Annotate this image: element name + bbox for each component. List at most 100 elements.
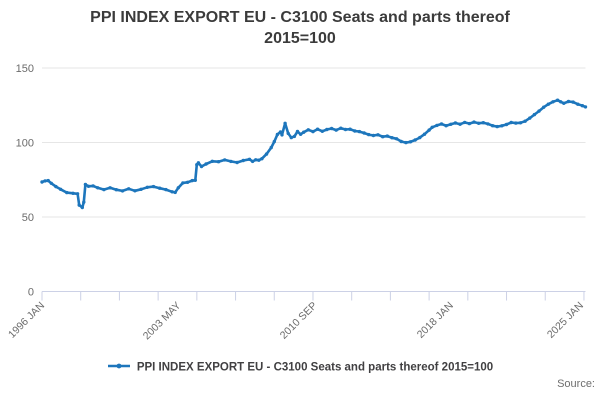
series-point-marker (583, 105, 588, 109)
series-point-marker (254, 158, 258, 162)
chart-title: PPI INDEX EXPORT EU - C3100 Seats and pa… (0, 7, 600, 49)
line-chart: 0 50 100 150 1996 JAN 2003 MAY 2010 SEP 2018 JA… (6, 63, 588, 343)
series-point-marker (509, 120, 513, 125)
y-axis-label: 50 (22, 212, 34, 224)
series-point-marker (329, 126, 334, 131)
series-point-marker (83, 182, 88, 187)
series-point-marker (514, 121, 518, 125)
series-point-marker (542, 105, 546, 109)
x-axis-label: 1996 JAN (6, 300, 47, 341)
series-point-marker (114, 188, 119, 192)
series-point-marker (216, 160, 221, 164)
series-point-marker (102, 187, 106, 192)
series-point-marker (472, 120, 476, 124)
series-point-marker (439, 122, 444, 126)
series-point-marker (528, 116, 532, 120)
series-point-marker (422, 132, 427, 136)
series-point-marker (576, 102, 580, 106)
series-point-marker (86, 184, 91, 188)
series-point-marker (399, 139, 403, 144)
series-point-marker (158, 186, 162, 190)
series-point-marker (199, 164, 204, 169)
series-point-marker (223, 158, 227, 162)
y-axis-label: 100 (16, 138, 34, 150)
series-point-marker (151, 184, 156, 189)
legend-series-marker (107, 361, 131, 374)
series-point-marker (551, 100, 555, 104)
series-point-marker (381, 135, 385, 139)
series-point-marker (82, 200, 86, 204)
series-point-marker (453, 121, 458, 125)
series-point-marker (247, 157, 252, 161)
series-point-marker (566, 99, 571, 104)
series-point-marker (204, 162, 208, 166)
series-point-marker (190, 178, 194, 183)
series-point-marker (264, 152, 269, 156)
x-axis-label: 2003 MAY (141, 300, 184, 343)
series-point-marker (477, 121, 481, 126)
series-point-marker (145, 185, 149, 189)
series-point-marker (427, 128, 431, 132)
x-axis-label: 2010 SEP (278, 300, 320, 342)
series-point-marker (311, 129, 315, 134)
series-point-marker (532, 112, 537, 117)
series-point-marker (394, 137, 399, 141)
series-point-marker (404, 140, 408, 145)
series-point-marker (353, 129, 357, 133)
x-axis-label: 2018 JAN (415, 300, 456, 341)
series-point-marker (306, 128, 310, 132)
series-point-marker (120, 189, 125, 193)
series-point-marker (292, 134, 297, 139)
series-point-marker (46, 178, 50, 183)
chart-legend[interactable]: PPI INDEX EXPORT EU - C3100 Seats and pa… (0, 361, 600, 374)
series-point-marker (463, 120, 467, 125)
series-point-marker (272, 139, 276, 144)
series-point-marker (458, 122, 462, 126)
series-point-marker (269, 145, 273, 150)
series-point-marker (133, 189, 137, 193)
series-point-marker (91, 184, 95, 188)
series-point-marker (77, 203, 81, 207)
series-point-marker (504, 122, 509, 127)
series-point-marker (278, 130, 283, 134)
series-point-marker (376, 133, 380, 137)
series-point-marker (418, 135, 422, 140)
series-point-marker (571, 100, 575, 104)
series-point-marker (481, 121, 485, 125)
series-point-marker (170, 190, 174, 194)
series-point-marker (75, 192, 80, 196)
series-point-marker (40, 180, 44, 184)
legend-series-label: PPI INDEX EXPORT EU - C3100 Seats and pa… (136, 361, 494, 374)
series-point-marker (467, 121, 472, 126)
series-point-marker (139, 187, 143, 191)
series-point-marker (390, 136, 394, 140)
series-point-marker (58, 187, 63, 191)
series-point-marker (343, 127, 348, 132)
series-point-marker (348, 127, 352, 131)
series-point-marker (302, 130, 306, 134)
series-point-marker (371, 133, 376, 138)
series-point-marker (96, 186, 100, 190)
series-point-marker (241, 158, 245, 163)
series-point-marker (298, 132, 303, 136)
series-point-marker (71, 191, 75, 195)
series-point-marker (334, 128, 338, 132)
series-line[interactable] (40, 98, 587, 209)
series-point-marker (413, 138, 417, 142)
series-point-marker (289, 135, 293, 140)
series-point-marker (444, 124, 448, 128)
series-point-marker (339, 126, 343, 130)
series-point-marker (185, 180, 190, 184)
series-point-marker (367, 132, 371, 137)
series-point-marker (49, 181, 53, 185)
series-point-marker (176, 186, 180, 190)
series-point-marker (435, 123, 439, 128)
series-point-marker (65, 190, 69, 195)
series-point-marker (559, 100, 563, 104)
series-point-marker (408, 140, 413, 144)
series-point-marker (164, 187, 168, 192)
y-axis-label: 0 (28, 287, 34, 299)
series-point-marker (43, 179, 47, 183)
series-point-marker (196, 161, 201, 165)
